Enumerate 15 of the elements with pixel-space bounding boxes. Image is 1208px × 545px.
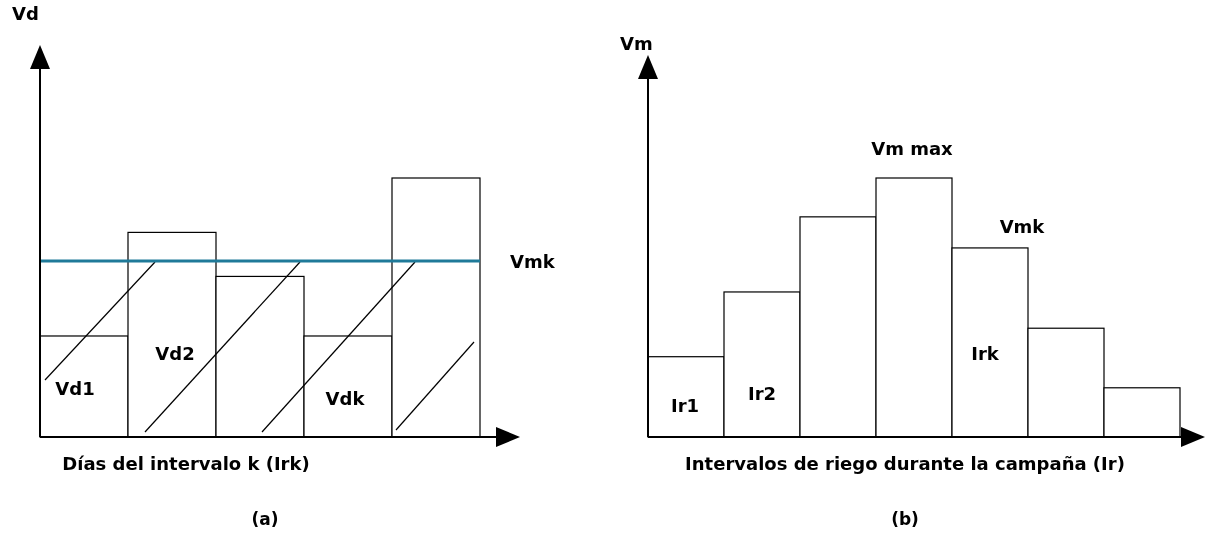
ref-line-label: Vmk [510,250,556,272]
text: Vm max [871,138,954,159]
text: (a) [251,509,279,529]
y-axis-title: Vd [12,3,39,24]
x-axis-title: Intervalos de riego durante la campaña (Ir) [685,453,1125,474]
annotation: Vd1 [55,378,95,399]
annotation: Vmk [999,216,1046,237]
x-axis-title: Días del intervalo k (Irk) [62,453,310,474]
annotation: Irk [971,343,1000,364]
annotation: Vd2 [155,343,195,364]
y-axis-title: Vm [620,33,653,54]
annotation: Ir2 [747,383,777,404]
annotation: Vdk [325,388,366,409]
text: (b) [891,509,919,529]
annotation: Ir1 [670,395,700,416]
